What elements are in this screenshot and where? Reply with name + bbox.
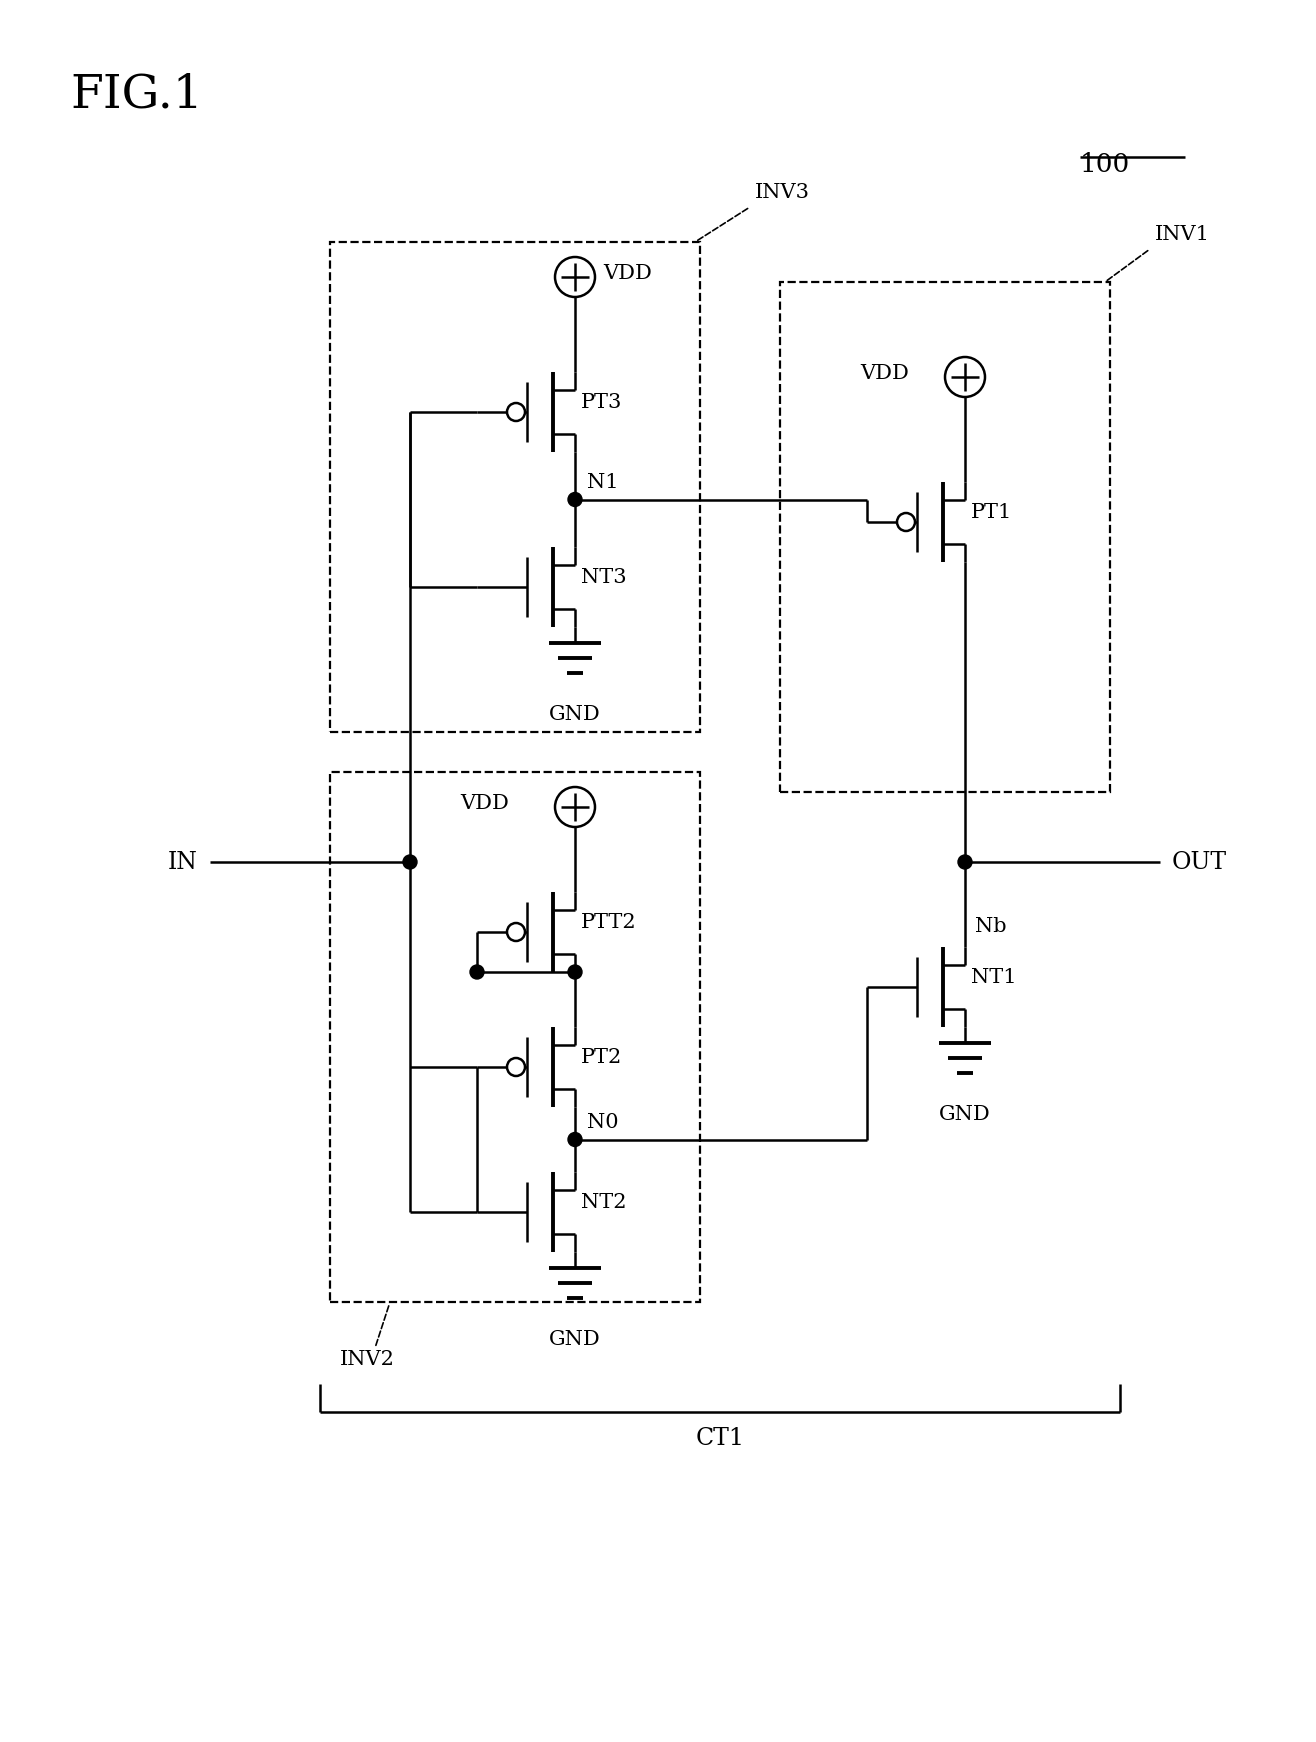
Circle shape	[569, 1132, 582, 1146]
Text: GND: GND	[549, 1329, 601, 1348]
Text: GND: GND	[549, 706, 601, 725]
Text: OUT: OUT	[1173, 850, 1227, 873]
Text: N1: N1	[587, 472, 619, 491]
Text: GND: GND	[940, 1104, 991, 1124]
Text: N0: N0	[587, 1113, 619, 1132]
Text: PTT2: PTT2	[580, 913, 637, 932]
Bar	[330, 242, 700, 732]
Text: VDD: VDD	[603, 263, 651, 282]
Text: PT3: PT3	[580, 392, 622, 411]
Circle shape	[958, 855, 973, 869]
Text: INV1: INV1	[1155, 225, 1209, 244]
Bar	[330, 772, 700, 1301]
Text: NT3: NT3	[580, 568, 626, 587]
Circle shape	[569, 493, 582, 507]
Text: VDD: VDD	[461, 794, 509, 812]
Circle shape	[470, 965, 484, 979]
Text: INV2: INV2	[340, 1350, 395, 1369]
Circle shape	[569, 965, 582, 979]
Circle shape	[403, 855, 417, 869]
Text: NT2: NT2	[580, 1193, 626, 1211]
Text: CT1: CT1	[695, 1427, 745, 1449]
Text: INV3: INV3	[755, 183, 811, 202]
Text: NT1: NT1	[971, 967, 1017, 986]
Text: IN: IN	[168, 850, 197, 873]
Text: PT2: PT2	[580, 1047, 622, 1066]
Text: 100: 100	[1080, 152, 1130, 178]
Text: FIG.1: FIG.1	[70, 71, 203, 117]
Text: VDD: VDD	[859, 364, 909, 383]
Text: PT1: PT1	[971, 502, 1012, 521]
Bar	[780, 282, 1109, 793]
Text: Nb: Nb	[975, 916, 1007, 935]
